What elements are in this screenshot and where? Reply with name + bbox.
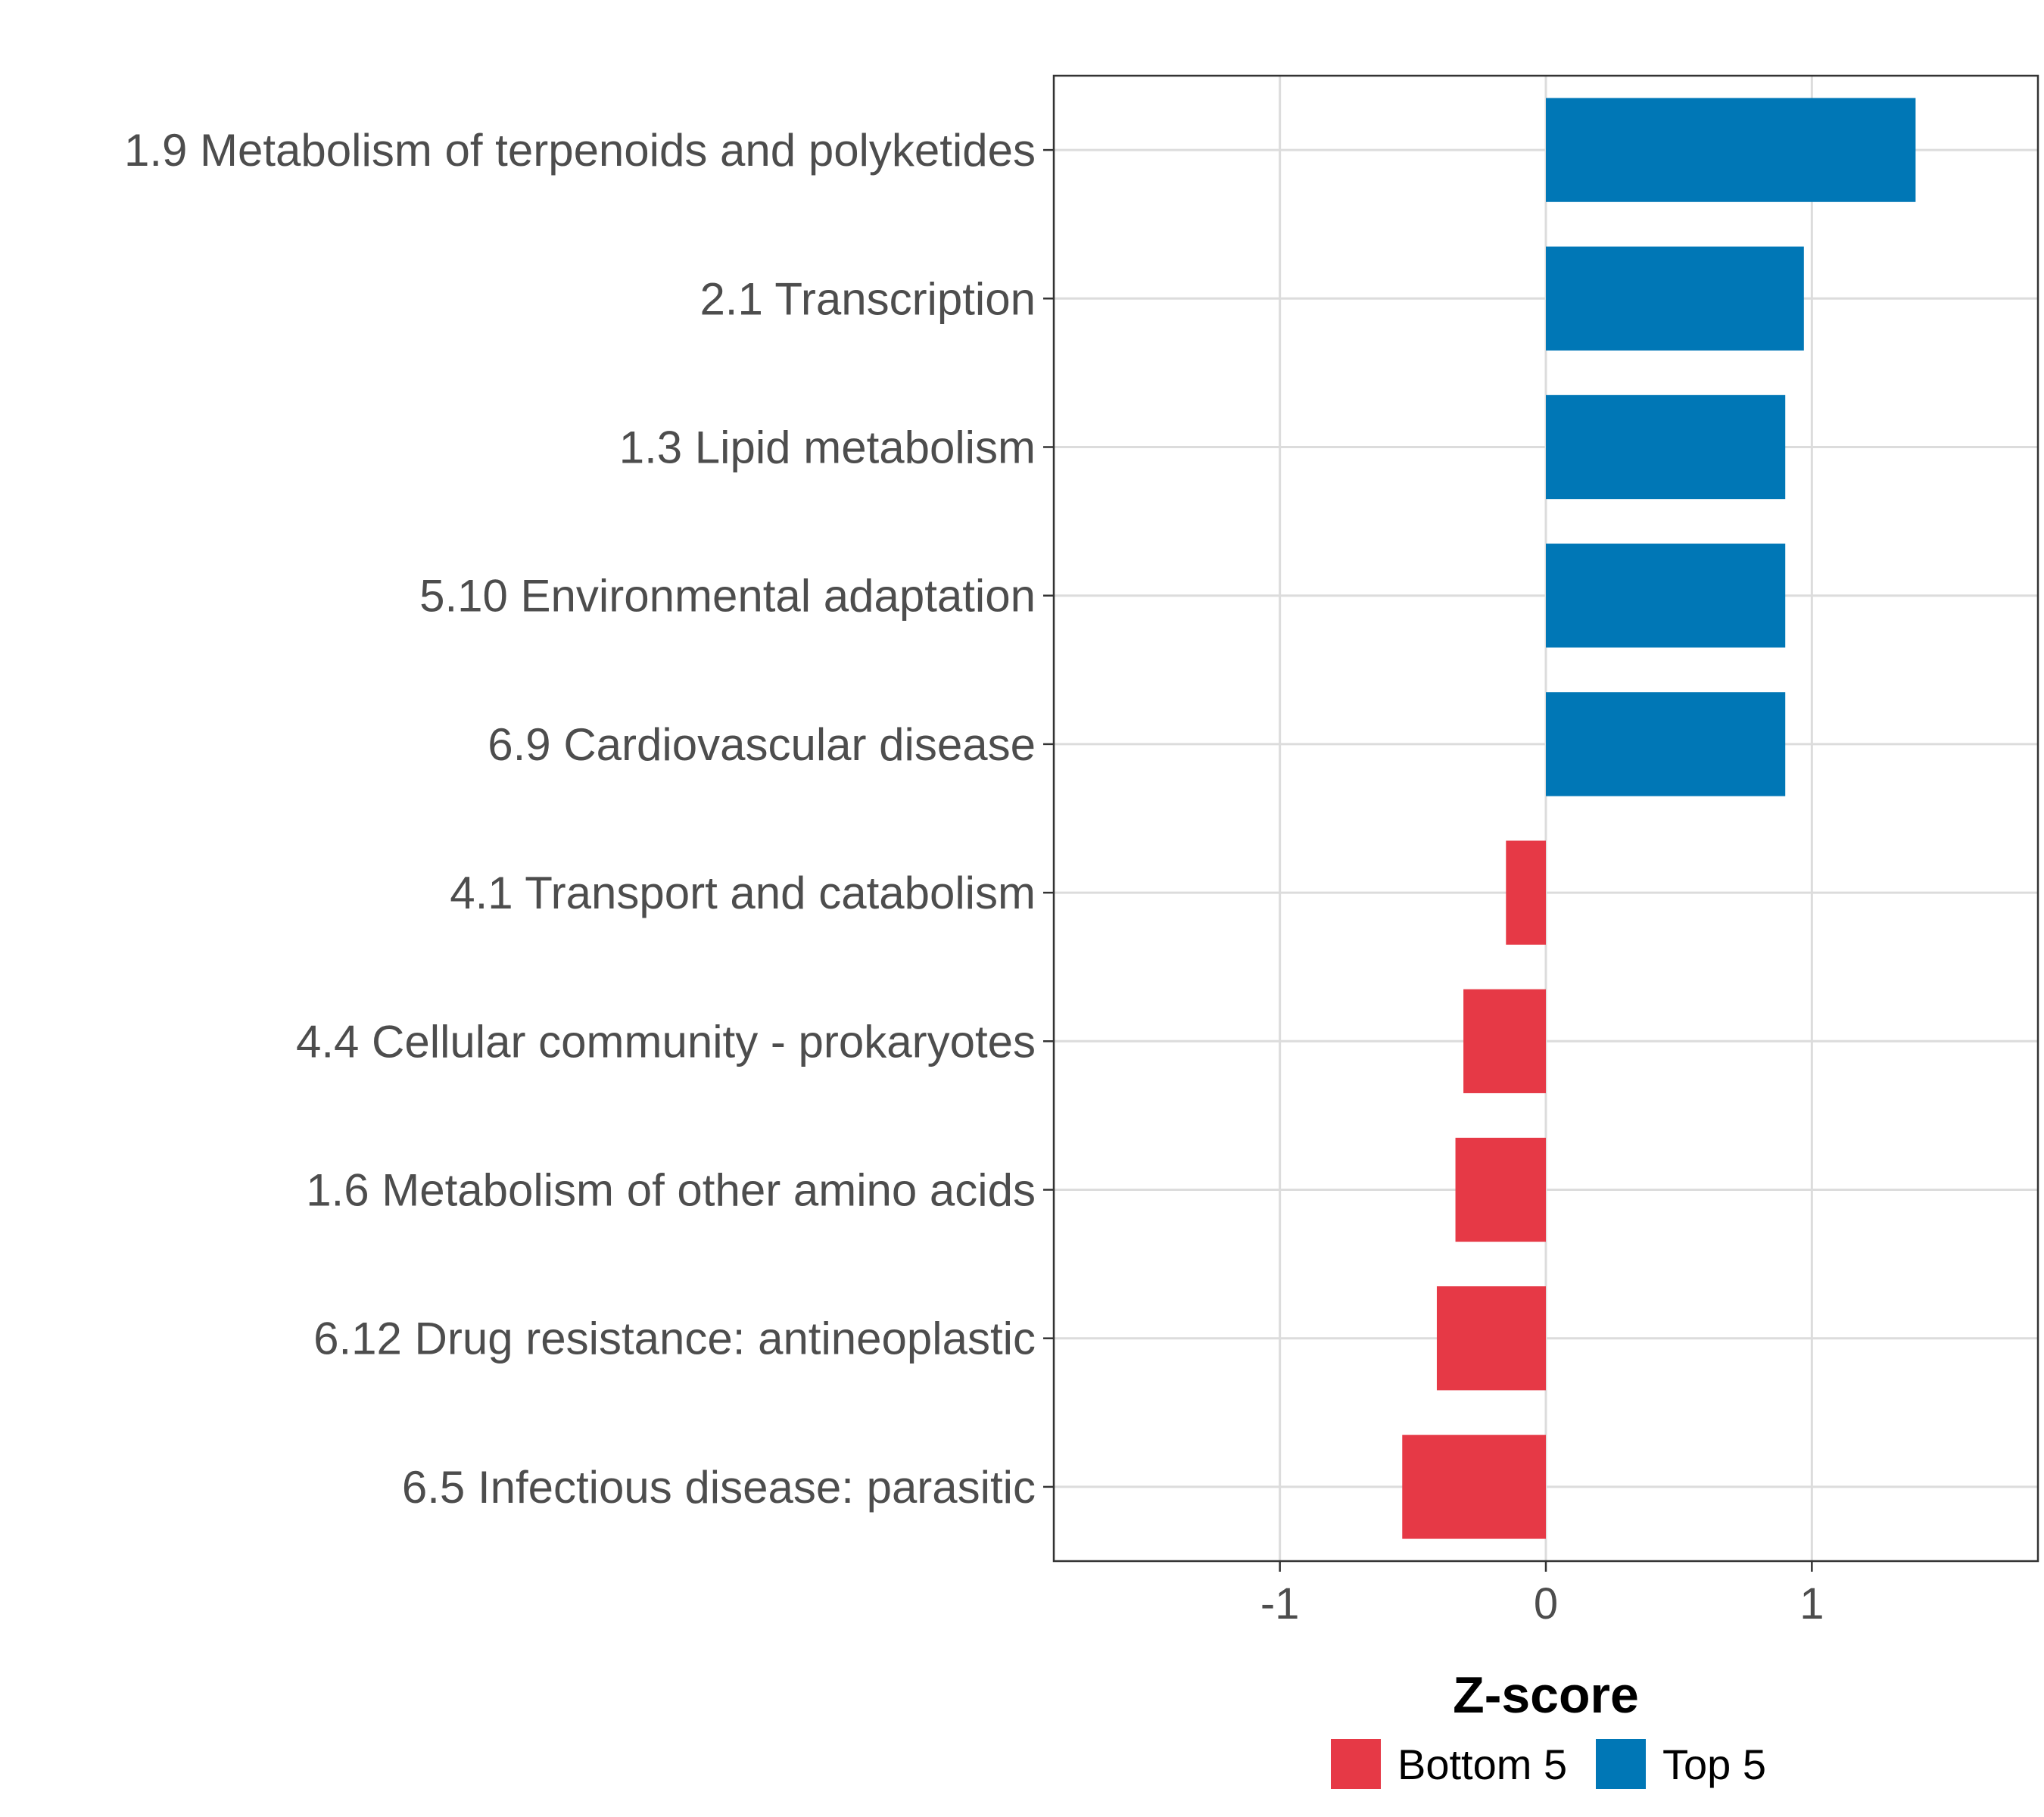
category-label: 6.12 Drug resistance: antineoplastic <box>313 1314 1036 1364</box>
bar <box>1436 1286 1546 1391</box>
x-tick-label: -1 <box>1260 1579 1300 1628</box>
bar <box>1546 98 1916 202</box>
bars <box>1402 98 1916 1539</box>
bar <box>1402 1435 1546 1539</box>
x-tick-label: 1 <box>1799 1579 1824 1628</box>
category-label: 1.6 Metabolism of other amino acids <box>306 1165 1036 1216</box>
legend-swatch <box>1331 1739 1381 1789</box>
category-label: 1.3 Lipid metabolism <box>619 422 1036 473</box>
category-label: 6.5 Infectious disease: parasitic <box>402 1462 1036 1513</box>
bar <box>1463 989 1546 1093</box>
legend-label: Top 5 <box>1662 1741 1766 1788</box>
bar <box>1546 544 1786 648</box>
bar <box>1455 1137 1546 1242</box>
legend-label: Bottom 5 <box>1397 1741 1567 1788</box>
x-axis-labels: -1 0 1 <box>1260 1579 1824 1628</box>
y-axis-labels: 1.9 Metabolism of terpenoids and polyket… <box>124 125 1036 1513</box>
category-label: 4.4 Cellular community - prokaryotes <box>296 1016 1036 1067</box>
legend: Bottom 5 Top 5 <box>1331 1739 1766 1789</box>
category-label: 2.1 Transcription <box>700 273 1036 324</box>
x-axis-ticks <box>1279 1561 1813 1572</box>
bar <box>1546 246 1804 351</box>
category-label: 1.9 Metabolism of terpenoids and polyket… <box>124 125 1036 176</box>
x-tick-label: 0 <box>1534 1579 1558 1628</box>
category-label: 4.1 Transport and catabolism <box>450 868 1036 918</box>
legend-swatch <box>1596 1739 1646 1789</box>
x-axis-title: Z-score <box>1453 1666 1639 1724</box>
category-label: 6.9 Cardiovascular disease <box>488 719 1036 770</box>
bar <box>1506 840 1546 945</box>
bar <box>1546 394 1786 500</box>
category-label: 5.10 Environmental adaptation <box>419 571 1036 622</box>
y-axis-ticks <box>1043 148 1054 1488</box>
bar <box>1546 692 1786 796</box>
